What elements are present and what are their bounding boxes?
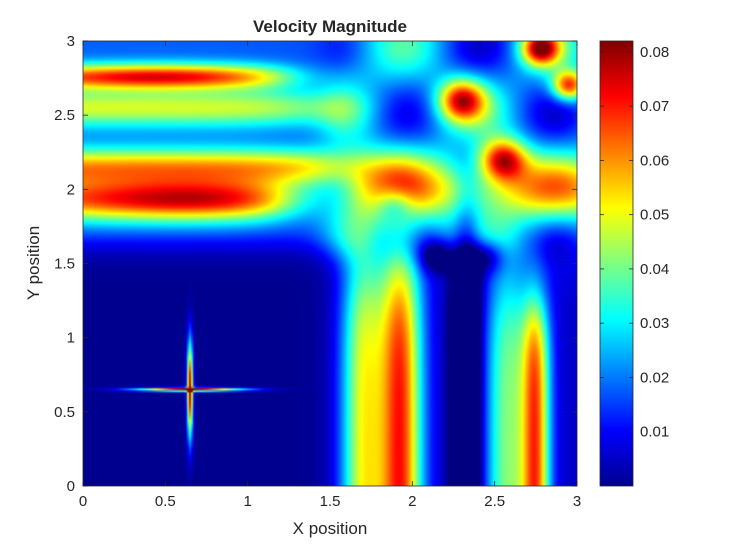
x-tick-label: 3 (573, 493, 581, 510)
colorbar-tick-label: 0.08 (640, 44, 669, 61)
colorbar-tick-label: 0.04 (640, 261, 669, 278)
y-tick-label: 2.5 (54, 107, 75, 124)
y-tick-label: 2 (67, 181, 75, 198)
x-tick-label: 2 (408, 493, 416, 510)
y-axis-label: Y position (24, 226, 43, 300)
colorbar-tick-label: 0.03 (640, 315, 669, 332)
x-tick-label: 0.5 (155, 493, 176, 510)
x-tick-label: 1.5 (320, 493, 341, 510)
chart-title: Velocity Magnitude (253, 17, 407, 36)
x-tick-label: 2.5 (484, 493, 505, 510)
x-axis: 0 0.5 1 1.5 2 2.5 3 (79, 41, 581, 510)
y-axis: 0 0.5 1 1.5 2 2.5 3 (54, 33, 577, 495)
y-tick-label: 0 (67, 478, 75, 495)
colorbar-tick-label: 0.05 (640, 207, 669, 224)
y-tick-label: 1.5 (54, 256, 75, 273)
x-tick-label: 1 (243, 493, 251, 510)
colorbar-tick-label: 0.01 (640, 424, 669, 441)
heatmap (83, 41, 577, 486)
colorbar-gradient (599, 40, 634, 487)
heatmap-image (83, 41, 577, 486)
colorbar-tick-label: 0.07 (640, 98, 669, 115)
colorbar-ticks: 0.01 0.02 0.03 0.04 0.05 0.06 0.07 0.08 (600, 44, 669, 441)
colorbar: 0.01 0.02 0.03 0.04 0.05 0.06 0.07 0.08 (599, 40, 669, 487)
colorbar-tick-label: 0.06 (640, 152, 669, 169)
y-tick-label: 1 (67, 330, 75, 347)
x-tick-label: 0 (79, 493, 87, 510)
x-axis-label: X position (293, 519, 368, 538)
y-tick-label: 0.5 (54, 404, 75, 421)
colorbar-tick-label: 0.02 (640, 369, 669, 386)
y-tick-label: 3 (67, 33, 75, 50)
